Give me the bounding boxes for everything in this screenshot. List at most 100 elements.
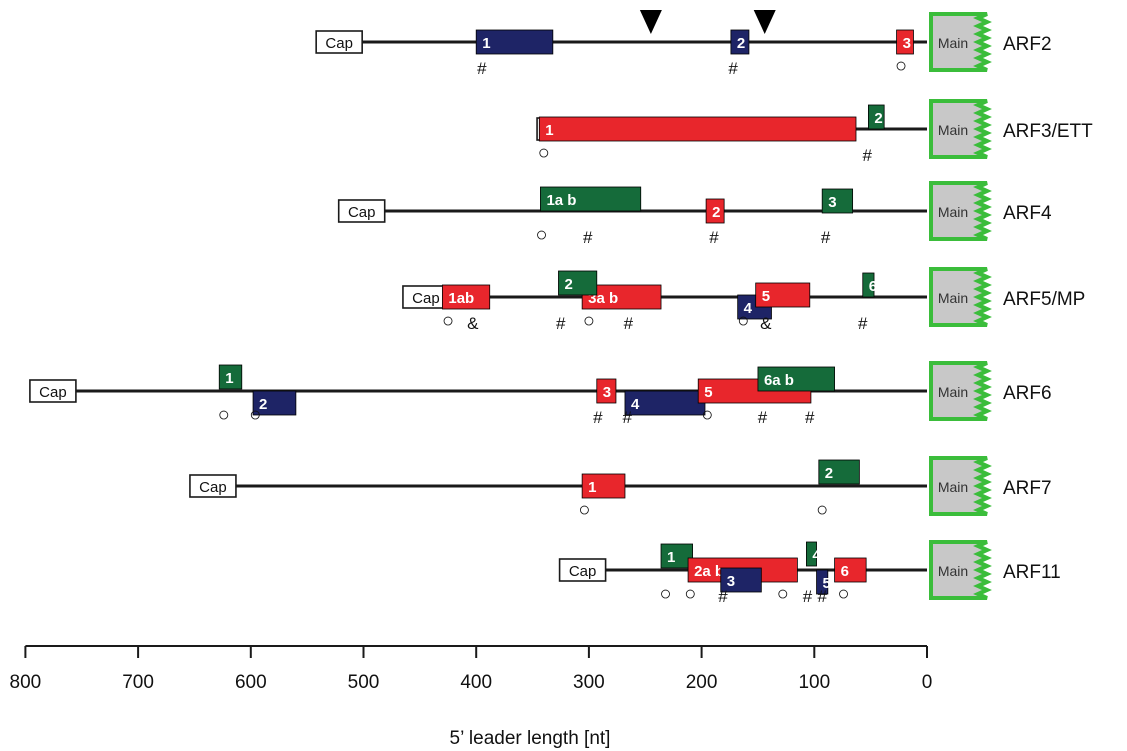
annotation-mark: ○: [701, 404, 713, 426]
arf-row: Cap 1 2 ○ ○ Main ARF7: [189, 456, 1052, 521]
uorf-label: 4: [812, 547, 821, 564]
main-orf-box: [929, 361, 992, 421]
uorf-label: 3: [903, 35, 911, 52]
annotation-mark: #: [817, 587, 827, 606]
annotation-mark: #: [805, 408, 815, 427]
annotation-mark: #: [821, 228, 831, 247]
uorf-label: 2: [259, 396, 267, 413]
annotation-mark: #: [593, 408, 603, 427]
annotation-mark: #: [858, 314, 868, 333]
cap-box: [29, 379, 77, 403]
main-label: Main: [938, 122, 968, 138]
uorf-label: 5: [823, 575, 831, 592]
arf-name: ARF2: [1003, 34, 1052, 55]
annotation-mark: ○: [838, 583, 850, 605]
uorf-label: 2a b: [694, 563, 724, 580]
main-orf-box: [929, 181, 992, 241]
main-label: Main: [938, 204, 968, 220]
main-label: Main: [938, 290, 968, 306]
annotation-mark: #: [709, 228, 719, 247]
uorf-box: [596, 378, 617, 404]
annotation-mark: #: [622, 408, 632, 427]
axis-tick-label: 600: [235, 672, 267, 693]
uorf-box: [624, 390, 706, 416]
annotation-mark: ○: [578, 499, 590, 521]
x-axis: 800 700 600 500 400 300 200 100 0 5’ leader lengt…: [10, 645, 933, 749]
axis-tick-label: 0: [922, 672, 933, 693]
annotation-mark: ○: [536, 224, 548, 246]
uorf-box: [821, 188, 854, 214]
uorf-label: 1: [545, 122, 553, 139]
cap-box: [558, 558, 607, 582]
annotation-mark: ○: [816, 499, 828, 521]
arf-row: Cap 1 2 3 # # ○ Main ARF2: [315, 10, 1052, 78]
annotation-mark: ○: [895, 55, 907, 77]
uorf-box: [730, 29, 750, 55]
main-label: Main: [938, 479, 968, 495]
annotation-mark: #: [583, 228, 593, 247]
annotation-mark: ○: [442, 310, 454, 332]
annotation-mark: ○: [583, 310, 595, 332]
uorf-box: [867, 104, 885, 130]
arrow-down-icon: [753, 10, 776, 34]
uorf-box: [862, 272, 875, 298]
annotation-mark: #: [863, 146, 873, 165]
uorf-label: 2: [825, 465, 833, 482]
uorf-box: [834, 557, 867, 583]
annotation-mark: &: [760, 314, 772, 333]
uorf-label: 6: [841, 563, 849, 580]
annotation-mark: #: [624, 314, 634, 333]
cap-label: Cap: [348, 204, 376, 221]
axis-tick-label: 500: [348, 672, 380, 693]
uorf-label: 3: [727, 573, 735, 590]
annotation-mark: ○: [737, 310, 749, 332]
uorf-label: 1: [482, 35, 490, 52]
arf-row: Cap 1 2 3 4 5 6a b ○ ○ # # ○ # # Main ARF6: [29, 361, 1052, 427]
uorf-box: [252, 390, 297, 416]
uorf-label: 5: [704, 384, 712, 401]
uorf-box: [540, 186, 642, 212]
uorf-label: 2: [564, 276, 572, 293]
arf-name: ARF3/ETT: [1003, 121, 1093, 142]
uorf-label: 6a b: [764, 372, 794, 389]
annotation-mark: ○: [249, 404, 261, 426]
uorf-label: 5: [762, 288, 770, 305]
cap-label: Cap: [569, 563, 597, 580]
annotation-mark: &: [467, 314, 479, 333]
annotation-mark: #: [556, 314, 566, 333]
arf-name: ARF5/MP: [1003, 289, 1085, 310]
uorf-label: 2: [712, 204, 720, 221]
cap-label: Cap: [412, 290, 440, 307]
axis-title: 5’ leader length [nt]: [450, 728, 611, 749]
cap-label: Cap: [39, 384, 67, 401]
cap-label: Cap: [199, 479, 227, 496]
arf-rows: Cap123##○MainARF2Cap12○#MainARF3/ETTCap1…: [29, 10, 1093, 606]
uorf-label: 1ab: [448, 290, 474, 307]
annotation-mark: ○: [538, 142, 550, 164]
annotation-mark: #: [758, 408, 768, 427]
cap-box: [189, 474, 237, 498]
axis-tick-label: 700: [122, 672, 154, 693]
main-orf-box: [929, 540, 992, 600]
main-label: Main: [938, 563, 968, 579]
uorf-label: 1: [225, 370, 233, 387]
uorf-label: 6: [869, 278, 877, 295]
annotation-mark: ○: [659, 583, 671, 605]
uorf-box: [755, 282, 811, 308]
main-orf-box: [929, 267, 992, 327]
main-orf-box: [929, 456, 992, 516]
main-label: Main: [938, 384, 968, 400]
uorf-label: 1a b: [546, 192, 576, 209]
arf-name: ARF6: [1003, 383, 1052, 404]
annotation-mark: #: [728, 59, 738, 78]
cap-box: [337, 199, 386, 223]
main-orf-box: [929, 99, 992, 159]
arrow-down-icon: [639, 10, 662, 34]
arf-name: ARF4: [1003, 203, 1052, 224]
main-label: Main: [938, 35, 968, 51]
uorf-box: [818, 459, 860, 485]
uorf-box: [757, 366, 835, 392]
